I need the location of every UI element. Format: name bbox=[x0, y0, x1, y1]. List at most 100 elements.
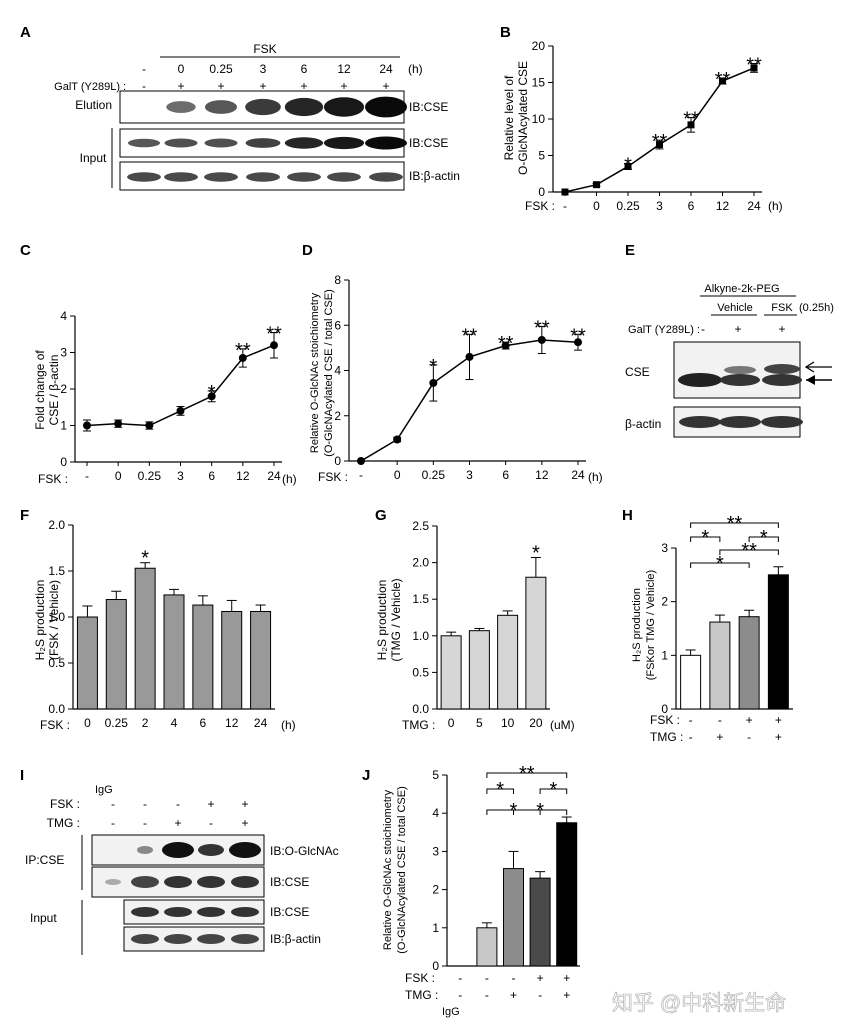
panel-e-cse: CSE bbox=[625, 365, 650, 379]
panel-f-xtick-label-5: 12 bbox=[225, 716, 239, 730]
panel-g-ytick-label-5: 2.5 bbox=[412, 519, 429, 533]
panel-a-galt-sign-0: - bbox=[142, 79, 146, 93]
panel-e-actin: β-actin bbox=[625, 417, 661, 431]
panel-h-sig-label-2: * bbox=[701, 527, 709, 549]
panel-g-xtick-label-0: 0 bbox=[448, 716, 455, 730]
panel-a-lane-4: 6 bbox=[301, 62, 308, 76]
panel-h-ytick-label-3: 3 bbox=[661, 541, 668, 555]
panel-h-sig-bracket-0 bbox=[690, 562, 750, 568]
panel-j-bar-3 bbox=[529, 877, 551, 967]
panel-j-ytick-label-2: 2 bbox=[432, 883, 439, 897]
panel-i-ib3: IB:CSE bbox=[270, 905, 309, 919]
panel-a-band-elution-3 bbox=[245, 98, 281, 116]
panel-g-xprefix: TMG : bbox=[402, 718, 435, 732]
panel-b-ytick-label-0: 0 bbox=[538, 185, 545, 199]
panel-d-point-4 bbox=[501, 341, 510, 350]
panel-f-bar-1 bbox=[105, 599, 127, 710]
panel-i-signs: - - - + + - - + - + bbox=[111, 797, 249, 830]
panel-j-fsk-sign-1: - bbox=[485, 971, 489, 985]
panel-h-fsk-sign-3: + bbox=[775, 713, 782, 727]
panel-i-tmg-sign-4: + bbox=[241, 816, 248, 830]
panel-c-point-5 bbox=[238, 353, 247, 362]
panel-b-xtick-label-4: 6 bbox=[688, 199, 695, 213]
panel-i: I IgG FSK : TMG : - - - + + - - + - + IP:CSE IB:O… bbox=[20, 767, 339, 955]
panel-c-ytick-label-0: 0 bbox=[60, 455, 67, 469]
panel-j-sig-bracket-3 bbox=[539, 788, 568, 794]
panel-j-tmg-sign-1: - bbox=[485, 988, 489, 1002]
panel-a-band-actin-1 bbox=[164, 172, 198, 182]
panel-g-ylabel-1: H₂S production bbox=[375, 580, 389, 661]
panel-g-chart: 0.0 0.5 1.0 1.5 2.0 2.5 0 5 10 20 * bbox=[412, 519, 550, 730]
panel-b-ylabel-1: Relative level of bbox=[502, 75, 516, 160]
panel-d-point-5 bbox=[537, 335, 546, 344]
panel-b-ytick-label-4: 20 bbox=[532, 39, 546, 53]
panel-c-sig-5: ** bbox=[235, 340, 251, 362]
panel-a-galt-label: GalT (Y289L) bbox=[54, 81, 120, 93]
panel-f-ytick-label-1: 0.5 bbox=[48, 656, 65, 670]
panel-h-fsk-sign-2: + bbox=[746, 713, 753, 727]
panel-f-bar-4 bbox=[192, 604, 214, 710]
panel-g-ytick-label-3: 1.5 bbox=[412, 592, 429, 606]
panel-g-ylabel-2: (TMG / Vehicle) bbox=[389, 578, 403, 661]
panel-j-bar-1 bbox=[476, 927, 498, 967]
panel-i-tmg-sign-1: - bbox=[143, 816, 147, 830]
panel-j-ylabel-1: Relative O-GlcNAc stoichiometry bbox=[382, 789, 394, 950]
panel-b: B Relative level of O-GlcNAcylated CSE 0… bbox=[500, 24, 783, 213]
panel-f-bar-0 bbox=[76, 616, 98, 710]
panel-e-fsk: FSK bbox=[771, 302, 793, 314]
panel-d-label: D bbox=[302, 242, 313, 259]
panel-f-chart: 0.0 0.5 1.0 1.5 2.0 0 0.25 2 * 4 6 12 24 bbox=[48, 518, 275, 730]
panel-d-sig-3: ** bbox=[462, 325, 478, 347]
panel-a: A FSK (h) GalT (Y289L) : - 0 0.25 3 6 12 24 - +… bbox=[20, 24, 460, 191]
panel-f-ylabel-1: H₂S production bbox=[33, 580, 47, 661]
panel-f-ylabel-2: (FSK / Vehicle) bbox=[47, 580, 61, 660]
panel-c-unit: (h) bbox=[282, 472, 297, 486]
panel-a-lane-1: 0 bbox=[178, 62, 185, 76]
panel-d-ytick-label-3: 6 bbox=[334, 318, 341, 332]
panel-g-ytick-label-0: 0.0 bbox=[412, 702, 429, 716]
panel-j-label: J bbox=[362, 767, 370, 784]
panel-d-ytick-label-1: 2 bbox=[334, 409, 341, 423]
panel-c-xtick-label-0: - bbox=[85, 469, 89, 483]
panel-c-point-6 bbox=[270, 341, 278, 350]
panel-e-vehicle: Vehicle bbox=[717, 302, 752, 314]
panel-j-fsk: FSK : bbox=[405, 971, 435, 985]
panel-f-bar-6 bbox=[250, 610, 272, 710]
panel-h-sig-label-4: ** bbox=[727, 513, 743, 535]
panel-b-label: B bbox=[500, 24, 511, 41]
panel-d-sig-5: ** bbox=[534, 317, 550, 339]
panel-d-xtick-label-0: - bbox=[359, 468, 363, 482]
panel-d-xtick-label-3: 3 bbox=[466, 468, 473, 482]
panel-a-bands-input bbox=[127, 136, 407, 150]
panel-j-fsk-sign-4: + bbox=[563, 971, 570, 985]
panel-c-ytick-label-1: 1 bbox=[60, 419, 67, 433]
panel-a-band-input-0 bbox=[127, 138, 161, 148]
panel-b-sig-4: ** bbox=[683, 109, 699, 131]
panel-a-band-input-3 bbox=[245, 138, 281, 148]
panel-i-ib4: IB:β-actin bbox=[270, 932, 321, 946]
panel-i-bands-cse bbox=[105, 876, 259, 888]
panel-b-ytick-label-2: 10 bbox=[532, 112, 546, 126]
panel-f-bar-2 bbox=[134, 567, 156, 710]
panel-h-tmg: TMG : bbox=[650, 730, 683, 744]
panel-d-ytick-label-4: 8 bbox=[334, 273, 341, 287]
panel-f-ytick-label-3: 1.5 bbox=[48, 564, 65, 578]
panel-h-bar-0 bbox=[680, 654, 702, 710]
panel-i-band-oglcnac-2 bbox=[198, 844, 224, 856]
panel-a-lane-6: 24 bbox=[379, 62, 393, 76]
panel-j-ytick-label-3: 3 bbox=[432, 844, 439, 858]
panel-i-band-oglcnac-1 bbox=[162, 842, 194, 858]
panel-a-bands-elution bbox=[166, 96, 407, 118]
panel-j-sig-bracket-1 bbox=[513, 809, 568, 815]
panel-a-galt-signs: - + + + + + + bbox=[142, 79, 390, 93]
panel-e-sign-3: + bbox=[778, 322, 785, 336]
panel-e-actin-band-3 bbox=[761, 416, 803, 428]
panel-e-band-2b bbox=[724, 366, 756, 374]
panel-b-sig-5: ** bbox=[715, 69, 731, 91]
panel-g-xtick-label-2: 10 bbox=[501, 716, 515, 730]
panel-d-sig-4: ** bbox=[498, 333, 514, 355]
panel-h: H H₂S production (FSKor TMG / Vehicle) 0… bbox=[622, 507, 793, 744]
panel-b-ylabel-2: O-GlcNAcylated CSE bbox=[516, 61, 530, 175]
